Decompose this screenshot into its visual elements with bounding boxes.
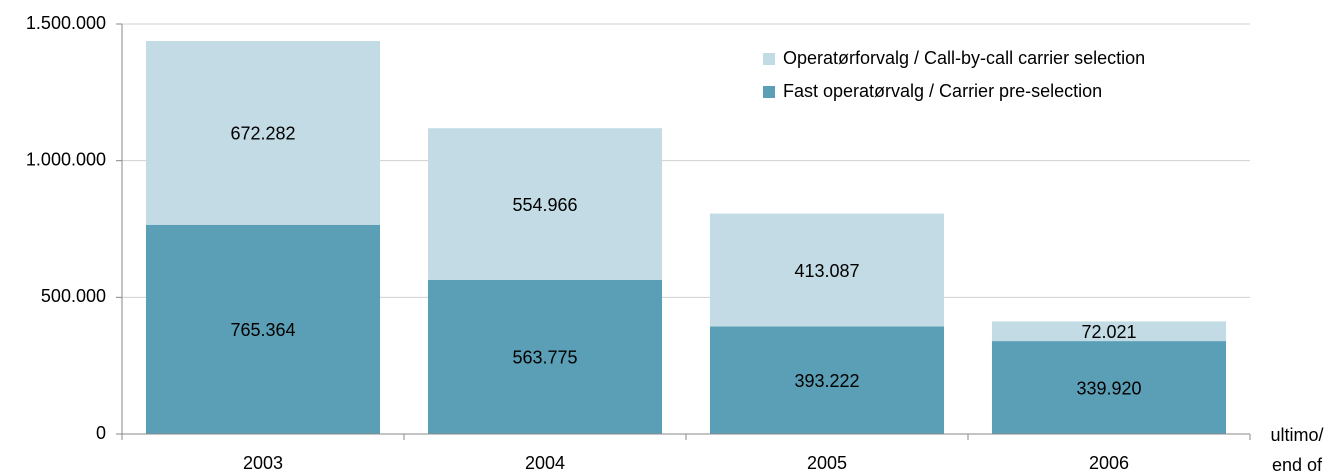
y-tick-label: 1.000.000: [26, 149, 106, 169]
y-tick-label: 1.500.000: [26, 13, 106, 33]
y-tick-label: 500.000: [41, 286, 106, 306]
bar-segment: [427, 128, 663, 280]
value-label: 339.920: [1076, 378, 1141, 398]
value-label: 554.966: [512, 195, 577, 215]
legend-swatch: [763, 86, 775, 98]
x-axis-label: end of: [1272, 455, 1323, 471]
value-label: 672.282: [230, 124, 295, 144]
legend-swatch: [763, 53, 775, 65]
bar-segment: [991, 321, 1227, 342]
bar-segment: [709, 326, 945, 434]
bar-segment: [145, 41, 381, 225]
value-label: 413.087: [794, 261, 859, 281]
bar-segment: [991, 341, 1227, 434]
legend-label: Fast operatørvalg / Carrier pre-selectio…: [783, 81, 1102, 101]
value-label: 765.364: [230, 320, 295, 340]
bar-segment: [709, 213, 945, 327]
value-label: 72.021: [1081, 322, 1136, 342]
x-axis-label: ultimo/: [1270, 425, 1323, 445]
bar-segment: [427, 279, 663, 434]
x-tick-label: 2004: [525, 453, 565, 471]
x-tick-label: 2006: [1089, 453, 1129, 471]
legend-label: Operatørforvalg / Call-by-call carrier s…: [783, 48, 1145, 68]
y-tick-label: 0: [96, 423, 106, 443]
bar-segment: [145, 224, 381, 434]
x-tick-label: 2005: [807, 453, 847, 471]
value-label: 563.775: [512, 348, 577, 368]
x-tick-label: 2003: [243, 453, 283, 471]
value-label: 393.222: [794, 371, 859, 391]
